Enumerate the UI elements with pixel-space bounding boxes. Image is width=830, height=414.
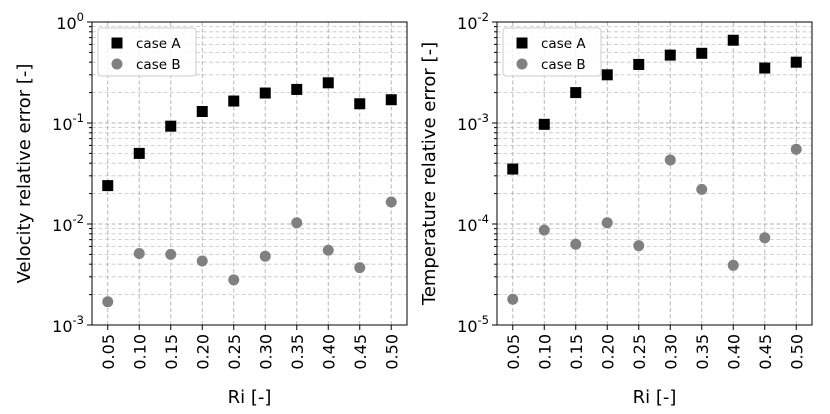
data-point xyxy=(759,232,771,244)
legend-entry: case B xyxy=(541,57,586,73)
data-point xyxy=(354,98,366,110)
data-point xyxy=(507,163,519,175)
legend-marker xyxy=(111,58,123,70)
x-tick-label: 0.15 xyxy=(567,334,586,370)
data-point xyxy=(601,69,613,81)
data-point xyxy=(322,244,334,256)
x-tick-label: 0.15 xyxy=(162,334,181,370)
x-axis-label: Ri [-] xyxy=(633,387,677,408)
x-tick-label: 0.30 xyxy=(661,334,680,370)
series-case-a xyxy=(507,34,802,175)
data-point xyxy=(633,58,645,70)
x-tick-label: 0.25 xyxy=(225,334,244,370)
plot-frame xyxy=(496,21,813,326)
legend: case A case B xyxy=(97,27,197,77)
x-tick-label: 0.50 xyxy=(787,334,806,370)
series-case-b xyxy=(102,196,397,308)
data-point xyxy=(570,238,582,250)
x-tick-label: 0.45 xyxy=(756,334,775,370)
y-ticks xyxy=(492,21,497,326)
data-point xyxy=(228,274,240,286)
data-point xyxy=(696,183,708,195)
x-tick-label: 0.20 xyxy=(598,334,617,370)
legend-entry: case A xyxy=(541,36,586,52)
data-point xyxy=(259,250,271,262)
legend: case A case B xyxy=(502,27,602,77)
data-point xyxy=(291,83,303,95)
y-tick-label: 10-1 xyxy=(52,111,84,134)
data-point xyxy=(538,118,550,130)
data-point xyxy=(570,87,582,99)
x-tick-label: 0.35 xyxy=(288,334,307,370)
data-point xyxy=(601,217,613,229)
data-point xyxy=(228,95,240,107)
x-tick-label: 0.10 xyxy=(130,334,149,370)
data-point xyxy=(633,240,645,252)
x-tick-label: 0.50 xyxy=(382,334,401,370)
series-case-b xyxy=(507,143,802,305)
data-point xyxy=(664,154,676,166)
y-ticks xyxy=(87,21,92,326)
data-point xyxy=(102,180,114,192)
y-axis-label: Velocity relative error [-] xyxy=(14,64,35,284)
legend-marker xyxy=(516,37,528,49)
x-tick-label: 0.20 xyxy=(193,334,212,370)
x-tick-label: 0.05 xyxy=(99,334,118,370)
y-tick-label: 10-2 xyxy=(52,212,84,235)
data-point xyxy=(727,34,739,46)
y-tick-label: 10-4 xyxy=(457,212,489,235)
x-tick-label: 0.40 xyxy=(724,334,743,370)
x-tick-label: 0.30 xyxy=(256,334,275,370)
y-tick-label: 100 xyxy=(56,10,84,33)
series-case-a xyxy=(102,77,397,192)
data-point xyxy=(507,293,519,305)
data-point xyxy=(696,47,708,59)
y-tick-label: 10-2 xyxy=(457,10,489,33)
data-point xyxy=(322,77,334,89)
y-tick-label: 10-3 xyxy=(457,111,489,134)
data-point xyxy=(538,224,550,236)
y-tick-label: 10-5 xyxy=(457,313,489,336)
data-point xyxy=(102,296,114,308)
data-point xyxy=(196,255,208,267)
temperature-error-chart: 10-5 10-4 10-3 10-2 0.05 0.10 0.15 0.20 0.25 0.30… xyxy=(419,10,813,408)
data-point xyxy=(165,248,177,260)
data-point xyxy=(259,87,271,99)
legend-entry: case B xyxy=(136,57,181,73)
data-point xyxy=(790,56,802,68)
x-tick-label: 0.35 xyxy=(693,334,712,370)
x-tick-label: 0.40 xyxy=(319,334,338,370)
data-point xyxy=(165,120,177,132)
x-tick-label: 0.25 xyxy=(630,334,649,370)
legend-entry: case A xyxy=(136,36,181,52)
y-tick-label: 10-3 xyxy=(52,313,84,336)
plot-frame xyxy=(91,21,408,326)
data-point xyxy=(759,62,771,74)
data-point xyxy=(385,94,397,106)
data-point xyxy=(133,248,145,260)
data-point xyxy=(664,49,676,61)
data-point xyxy=(354,262,366,274)
data-point xyxy=(133,147,145,159)
data-point xyxy=(196,105,208,117)
velocity-error-chart: 10-3 10-2 10-1 100 0.05 0.10 0.15 0.20 0.25 0.30 0… xyxy=(14,10,408,408)
y-axis-label: Temperature relative error [-] xyxy=(419,42,440,306)
x-tick-label: 0.45 xyxy=(351,334,370,370)
legend-marker xyxy=(111,37,123,49)
data-point xyxy=(727,259,739,271)
x-tick-label: 0.10 xyxy=(535,334,554,370)
x-axis-label: Ri [-] xyxy=(228,387,272,408)
data-point xyxy=(385,196,397,208)
x-tick-label: 0.05 xyxy=(504,334,523,370)
data-point xyxy=(790,143,802,155)
data-point xyxy=(291,217,303,229)
legend-marker xyxy=(516,58,528,70)
